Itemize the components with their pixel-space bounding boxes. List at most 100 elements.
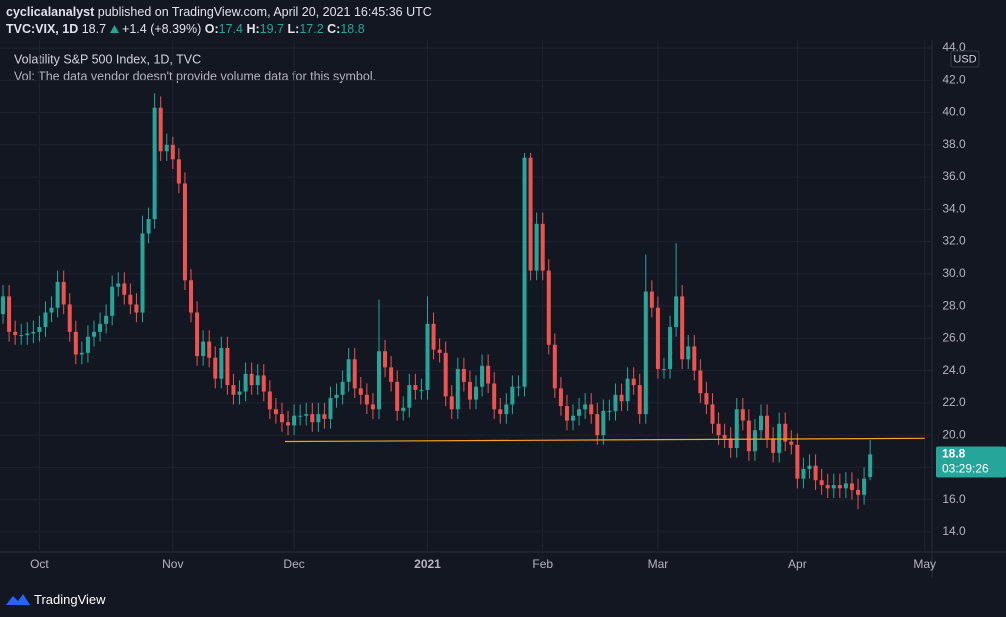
candle-body <box>455 368 460 410</box>
candle-body <box>170 144 175 160</box>
candle-body <box>686 346 691 360</box>
candle-body <box>492 383 497 410</box>
candle-body <box>201 341 206 357</box>
candle-body <box>261 375 266 392</box>
change: +1.4 (+8.39%) <box>122 22 202 36</box>
chart-title: Volatility S&P 500 Index, 1D, TVC <box>14 52 201 66</box>
candle-body <box>849 483 854 490</box>
candle-body <box>643 291 648 415</box>
candle-body <box>1 296 6 315</box>
y-tick-label: 28.0 <box>942 298 966 312</box>
candle-body <box>637 385 642 415</box>
chart: Volatility S&P 500 Index, 1D, TVC Vol: T… <box>0 40 1006 578</box>
candle-body <box>419 389 424 391</box>
candle-body <box>298 415 303 417</box>
trendline <box>284 437 925 443</box>
candle-body <box>352 359 357 389</box>
candle-body <box>213 357 218 379</box>
y-tick-label: 22.0 <box>942 395 966 409</box>
publish-line: cyclicalanalyst published on TradingView… <box>6 5 432 19</box>
brand-logo <box>6 594 30 605</box>
candle-body <box>389 367 394 382</box>
candle-body <box>692 346 697 371</box>
candle-body <box>376 351 381 410</box>
candle-body <box>346 359 351 382</box>
candle-body <box>219 348 224 379</box>
y-tick-label: 32.0 <box>942 234 966 248</box>
candle-body <box>740 409 745 421</box>
candle-body <box>292 415 297 426</box>
candle-body <box>698 370 703 394</box>
candle-body <box>328 397 333 419</box>
candle-body <box>37 327 42 332</box>
candle-body <box>831 485 836 489</box>
x-tick-label: Feb <box>532 557 553 571</box>
candle-body <box>104 315 109 324</box>
brand-name: TradingView <box>34 591 106 607</box>
price-tag-label: 18.8 <box>942 447 966 461</box>
candle-body <box>601 410 606 436</box>
candle-body <box>674 296 679 328</box>
candle-body <box>843 483 848 489</box>
candle-body <box>734 409 739 448</box>
candle-body <box>73 331 78 355</box>
candle-body <box>176 159 181 184</box>
y-tick-label: 20.0 <box>942 427 966 441</box>
candle-body <box>668 327 673 369</box>
candle-body <box>486 365 491 384</box>
candle-body <box>498 409 503 415</box>
candle-body <box>286 422 291 426</box>
candle-body <box>231 385 236 395</box>
candle-body <box>716 423 721 436</box>
candle-body <box>631 378 636 386</box>
candle-body <box>370 404 375 410</box>
h-label: H: <box>246 22 260 36</box>
candle-body <box>595 414 600 436</box>
candle-body <box>55 281 60 308</box>
candle-body <box>304 414 309 416</box>
candle-body <box>383 351 388 368</box>
o-label: O: <box>204 22 219 36</box>
candle-body <box>195 312 200 357</box>
candle-body <box>504 404 509 415</box>
candle-body <box>19 335 24 337</box>
x-tick-label: Dec <box>283 557 304 571</box>
candle-body <box>534 223 539 271</box>
candle-body <box>334 394 339 398</box>
candle-body <box>625 378 630 402</box>
candle-body <box>61 281 66 305</box>
candle-body <box>474 386 479 400</box>
candle-body <box>98 323 103 332</box>
candle-body <box>340 381 345 395</box>
high-value: 19.7 <box>259 22 285 36</box>
countdown: 03:29:26 <box>942 462 989 476</box>
candle-body <box>140 233 145 313</box>
y-tick-label: 42.0 <box>942 72 966 86</box>
candle-body <box>43 312 48 328</box>
candle-body <box>571 415 576 421</box>
candle-body <box>589 404 594 415</box>
x-tick-label: 2021 <box>414 557 441 571</box>
candle-body <box>267 391 272 410</box>
candle-body <box>13 331 18 336</box>
candle-body <box>868 454 873 478</box>
l-label: L: <box>287 22 300 36</box>
candle-body <box>237 391 242 395</box>
x-tick-label: May <box>913 557 936 571</box>
candle-body <box>710 404 715 424</box>
candle-body <box>722 435 727 439</box>
c-label: C: <box>327 22 341 36</box>
published: published on TradingView.com, April 20, … <box>97 5 432 19</box>
candle-body <box>322 414 327 419</box>
candle-body <box>577 409 582 416</box>
candle-body <box>431 323 436 350</box>
candle-body <box>528 157 533 271</box>
candle-body <box>425 323 430 390</box>
candle-body <box>158 107 163 152</box>
y-tick-label: 24.0 <box>942 363 966 377</box>
y-tick-label: 34.0 <box>942 201 966 215</box>
candle-body <box>91 331 96 337</box>
candle-body <box>752 430 757 452</box>
candle-body <box>813 465 818 481</box>
candle-body <box>255 375 260 386</box>
